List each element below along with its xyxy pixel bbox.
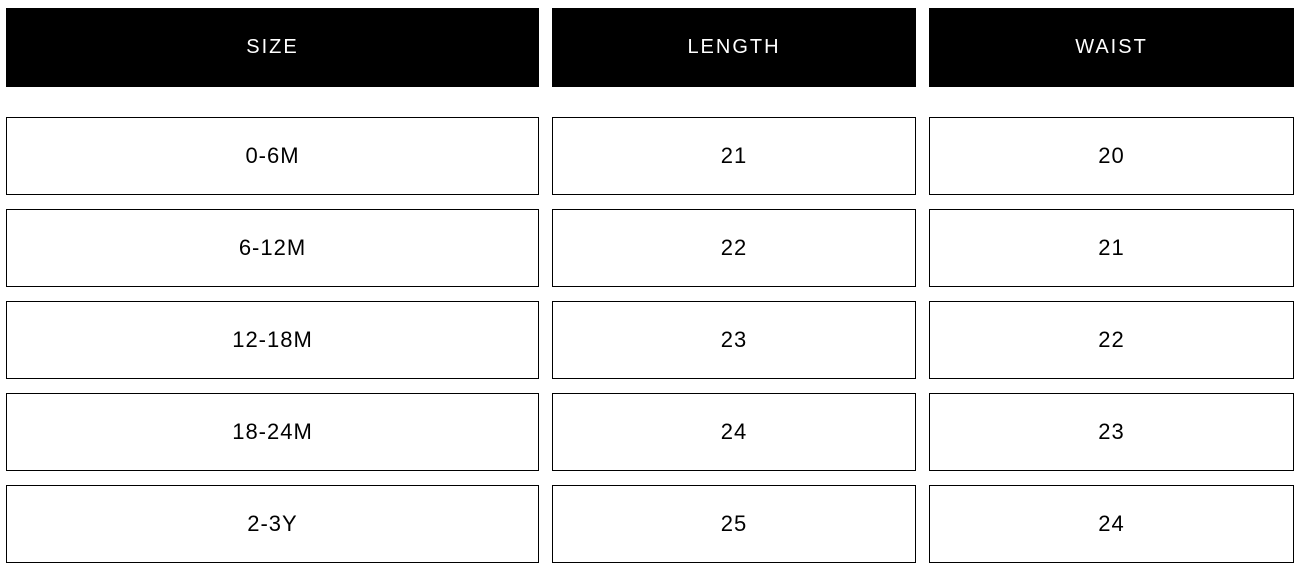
cell-waist: 23 [929,393,1294,471]
cell-size: 2-3Y [6,485,539,563]
cell-waist: 21 [929,209,1294,287]
cell-waist: 20 [929,117,1294,195]
header-waist: WAIST [929,8,1294,87]
cell-size: 0-6M [6,117,539,195]
cell-length: 21 [552,117,916,195]
cell-length: 25 [552,485,916,563]
cell-waist: 24 [929,485,1294,563]
cell-size: 12-18M [6,301,539,379]
cell-size: 18-24M [6,393,539,471]
header-size: SIZE [6,8,539,87]
cell-length: 22 [552,209,916,287]
cell-size: 6-12M [6,209,539,287]
cell-length: 23 [552,301,916,379]
cell-length: 24 [552,393,916,471]
cell-waist: 22 [929,301,1294,379]
header-length: LENGTH [552,8,916,87]
